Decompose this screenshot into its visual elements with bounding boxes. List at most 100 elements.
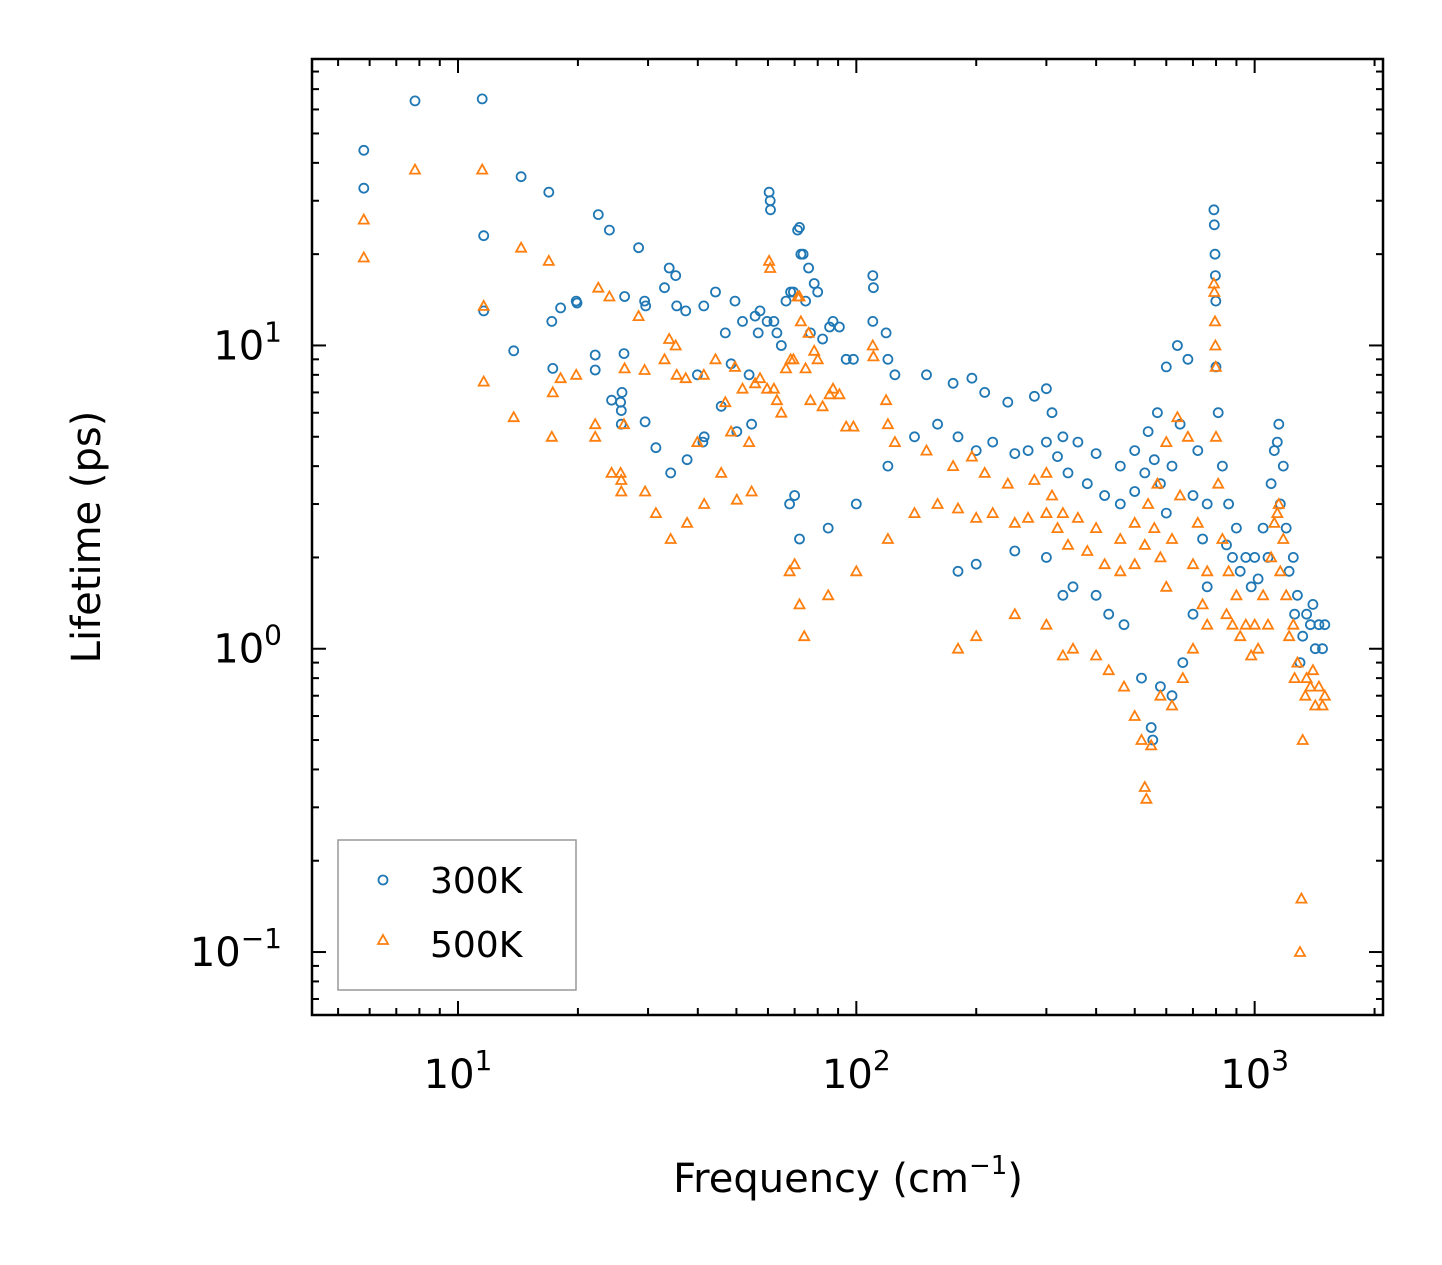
data-point-500K: [1113, 564, 1127, 577]
data-point-500K: [614, 473, 628, 485]
data-point-300K: [1227, 552, 1238, 563]
data-point-300K: [909, 431, 920, 443]
data-point-300K: [1099, 490, 1110, 501]
data-point-300K: [1217, 460, 1228, 472]
data-point-300K: [1257, 522, 1269, 534]
data-point-500K: [408, 162, 422, 175]
data-point-300K: [1067, 581, 1079, 593]
data-point-300K: [1208, 219, 1220, 231]
data-point-500K: [846, 419, 860, 432]
data-point-300K: [478, 230, 490, 242]
data-point-300K: [1209, 248, 1221, 260]
data-point-300K: [979, 386, 991, 398]
data-point-300K: [589, 364, 601, 376]
data-point-500K: [866, 349, 880, 362]
data-point-300K: [771, 327, 783, 339]
data-point-500K: [1318, 688, 1332, 701]
data-point-500K: [1208, 338, 1222, 351]
data-point-500K: [786, 352, 800, 365]
data-point-500K: [1173, 488, 1187, 501]
y-tick-label: 101: [213, 315, 282, 369]
data-point-300K: [671, 300, 683, 312]
data-point-500K: [779, 361, 793, 374]
data-point-300K: [848, 353, 859, 365]
data-point-500K: [1153, 550, 1167, 563]
legend-box: [337, 839, 577, 991]
data-point-300K: [743, 369, 755, 381]
data-point-300K: [515, 171, 527, 183]
data-point-300K: [633, 242, 644, 254]
data-point-300K: [1297, 630, 1309, 642]
data-point-300K: [1208, 204, 1220, 216]
data-point-300K: [1090, 589, 1102, 601]
data-point-300K: [882, 353, 894, 365]
data-point-300K: [680, 305, 692, 317]
data-point-300K: [780, 295, 792, 307]
data-point-500K: [803, 393, 817, 406]
data-point-500K: [978, 466, 992, 478]
data-point-500K: [1089, 648, 1103, 661]
data-point-300K: [1201, 581, 1213, 593]
data-point-300K: [868, 282, 879, 294]
major-ticks: [312, 59, 1383, 1015]
data-point-500K: [1244, 648, 1258, 661]
data-point-300K: [1009, 545, 1021, 557]
data-point-500K: [514, 240, 528, 253]
data-point-500K: [1153, 688, 1167, 701]
data-point-500K: [1128, 557, 1142, 570]
data-point-300K: [794, 533, 805, 545]
data-point-300K: [615, 396, 626, 408]
data-point-500K: [357, 212, 371, 225]
data-point-500K: [1200, 617, 1214, 630]
data-point-500K: [1248, 617, 1262, 630]
data-point-300K: [880, 327, 892, 339]
data-point-500K: [1256, 588, 1270, 601]
data-point-500K: [1113, 532, 1127, 544]
data-point-500K: [794, 314, 808, 327]
data-point-500K: [1196, 597, 1210, 610]
data-point-300K: [640, 300, 652, 312]
data-point-300K: [1081, 478, 1093, 490]
data-point-300K: [1182, 353, 1194, 365]
data-point-500K: [690, 435, 704, 448]
data-point-500K: [753, 371, 767, 384]
data-point-300K: [817, 333, 828, 345]
data-point-500K: [1290, 655, 1304, 668]
data-point-500K: [554, 371, 568, 384]
data-point-500K: [1139, 791, 1153, 804]
data-point-300K: [952, 431, 964, 443]
data-point-300K: [1145, 722, 1157, 733]
data-point-300K: [966, 372, 978, 384]
data-point-300K: [1309, 643, 1321, 655]
data-point-500K: [1186, 641, 1200, 654]
data-point-500K: [763, 261, 777, 273]
data-point-300K: [1090, 448, 1102, 460]
data-point-500K: [1209, 360, 1223, 372]
data-point-500K: [477, 299, 491, 311]
data-point-500K: [832, 387, 846, 400]
data-point-500K: [618, 361, 632, 374]
data-point-300K: [1201, 498, 1213, 510]
data-point-300K: [1166, 460, 1178, 472]
data-point-300K: [1129, 445, 1141, 457]
data-point-500K: [617, 417, 631, 430]
data-point-300K: [1129, 486, 1141, 497]
data-point-500K: [1056, 506, 1070, 518]
legend: 300K 500K: [337, 839, 577, 991]
data-point-500K: [614, 484, 628, 497]
data-point-300K: [1187, 608, 1199, 620]
data-point-300K: [1041, 383, 1052, 395]
data-point-300K: [1277, 460, 1289, 472]
data-point-300K: [1271, 436, 1283, 448]
data-point-300K: [1041, 552, 1052, 563]
data-point-500K: [602, 289, 616, 302]
data-point-500K: [1098, 557, 1112, 570]
data-point-500K: [1102, 663, 1116, 676]
data-point-300K: [1289, 608, 1300, 620]
data-point-500K: [649, 506, 663, 518]
data-point-500K: [1176, 671, 1190, 683]
data-point-500K: [1276, 532, 1290, 544]
data-point-300K: [1057, 431, 1069, 443]
data-point-500K: [1159, 435, 1173, 448]
